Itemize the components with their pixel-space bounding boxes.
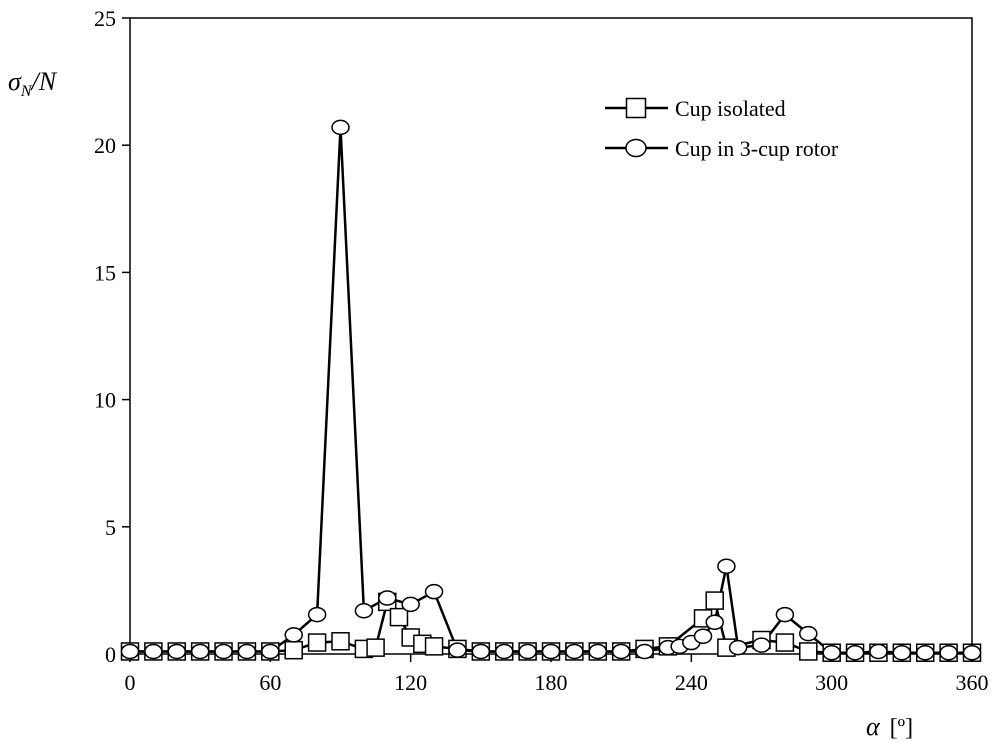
x-axis-title: α [º] — [866, 712, 913, 741]
data-point-circle — [541, 643, 561, 660]
x-tick-label-240: 240 — [675, 670, 708, 695]
data-point-circle — [214, 643, 233, 660]
x-axis-title-unit: [º] — [890, 715, 913, 741]
series-cup-in-rotor — [130, 126, 972, 654]
data-point-circle — [588, 643, 608, 660]
data-point-circle — [494, 643, 514, 660]
data-point-square — [705, 591, 724, 610]
data-point-circle — [845, 644, 865, 661]
data-point-circle — [448, 642, 467, 658]
data-point-circle — [939, 644, 958, 661]
y-tick-label-5: 5 — [105, 515, 116, 540]
data-point-circle — [892, 644, 912, 661]
legend-label-cup-in-rotor: Cup in 3-cup rotor — [675, 136, 839, 161]
data-point-circle — [915, 644, 935, 661]
y-tick-label-15: 15 — [94, 260, 116, 285]
data-point-circle — [167, 643, 187, 660]
markers-series-1 — [120, 119, 982, 661]
data-point-square — [331, 632, 350, 651]
data-point-circle — [869, 643, 888, 660]
data-point-circle — [144, 643, 163, 660]
plot-area-frame — [129, 17, 973, 655]
y-axis-title-sigma: σ — [8, 67, 22, 96]
data-point-circle — [120, 643, 140, 660]
series-layer — [120, 119, 982, 662]
legend-square-marker — [625, 97, 647, 119]
data-point-circle — [705, 614, 724, 630]
legend: Cup isolated Cup in 3-cup rotor — [605, 96, 839, 161]
y-axis-title: σN/N — [8, 67, 58, 100]
data-point-square — [307, 633, 327, 652]
data-point-circle — [284, 627, 303, 643]
data-point-circle — [775, 606, 795, 623]
data-point-circle — [717, 558, 736, 574]
data-point-square — [799, 642, 818, 661]
data-point-square — [424, 637, 444, 656]
legend-circle-marker — [625, 138, 647, 158]
series-line-1 — [130, 126, 972, 654]
y-axis-title-subscript: N — [20, 83, 33, 100]
data-point-circle — [565, 643, 584, 660]
data-point-circle — [752, 637, 771, 653]
x-tick-label-300: 300 — [815, 670, 848, 695]
data-point-square — [366, 638, 385, 657]
data-point-circle — [693, 628, 713, 644]
data-point-circle — [822, 644, 841, 661]
data-point-circle — [518, 643, 537, 660]
x-tick-label-0: 0 — [125, 670, 136, 695]
data-point-circle — [471, 643, 491, 660]
data-point-square — [389, 607, 409, 627]
x-tick-label-360: 360 — [956, 670, 989, 695]
data-point-square — [775, 633, 795, 652]
data-point-circle — [611, 643, 631, 660]
y-tick-label-0: 0 — [105, 642, 116, 667]
data-point-circle — [378, 590, 397, 606]
y-tick-label-25: 25 — [94, 6, 116, 31]
data-point-circle — [331, 119, 350, 136]
x-tick-label-180: 180 — [535, 670, 568, 695]
y-axis-title-rest: /N — [30, 67, 58, 96]
x-axis-title-alpha: α — [866, 712, 881, 741]
data-point-circle — [728, 639, 748, 656]
data-point-circle — [237, 643, 257, 660]
y-tick-label-20: 20 — [94, 133, 116, 158]
x-tick-label-120: 120 — [394, 670, 427, 695]
data-point-circle — [354, 603, 374, 619]
axis-tick-labels: 0 60 120 180 240 300 360 0 5 10 15 20 25 — [94, 6, 989, 695]
legend-label-cup-isolated: Cup isolated — [675, 96, 786, 121]
axis-ticks — [122, 17, 973, 662]
data-point-circle — [424, 583, 444, 600]
data-point-circle — [962, 644, 982, 661]
data-point-circle — [307, 606, 327, 623]
data-point-square — [284, 640, 303, 660]
data-point-circle — [190, 643, 210, 660]
x-tick-label-60: 60 — [259, 670, 281, 695]
data-point-circle — [799, 625, 818, 642]
data-point-circle — [261, 643, 280, 660]
y-tick-label-10: 10 — [94, 388, 116, 413]
data-point-circle — [635, 643, 654, 660]
data-point-circle — [401, 596, 420, 613]
